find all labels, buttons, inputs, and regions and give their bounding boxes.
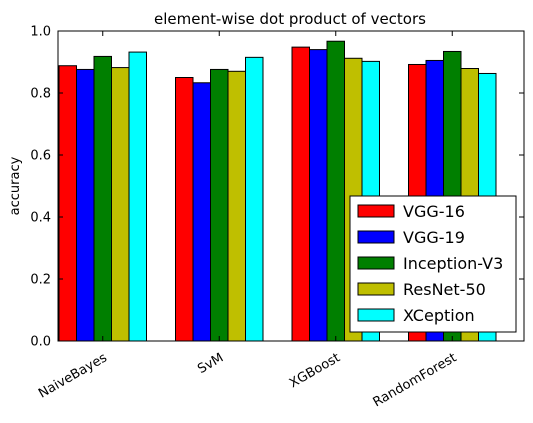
bars-layer — [58, 40, 497, 342]
bar-resnet-50-svm — [227, 70, 246, 342]
y-tick-label: 0.8 — [30, 87, 51, 102]
y-tick-label: 0.2 — [30, 273, 51, 288]
legend-label: XCeption — [403, 306, 475, 325]
legend-swatch — [357, 230, 395, 244]
legend: VGG-16 VGG-19 Inception-V3 ResNet-50 XCeptio… — [349, 195, 517, 333]
x-tick-label: NaiveBayes — [36, 350, 110, 401]
legend-label: Inception-V3 — [403, 254, 503, 273]
y-tick-label: 1.0 — [30, 25, 51, 40]
y-tick-label: 0.4 — [30, 211, 51, 226]
chart-title: element-wise dot product of vectors — [154, 10, 426, 28]
y-ticks-layer: 0.0 0.2 0.4 0.6 0.8 1.0 — [30, 25, 524, 350]
bar-vgg-19-naivebayes — [76, 68, 95, 342]
legend-swatch — [357, 256, 395, 270]
legend-swatch — [357, 282, 395, 296]
y-tick-label: 0.6 — [30, 149, 51, 164]
legend-swatch — [357, 204, 395, 218]
y-axis-label: accuracy — [8, 156, 23, 215]
x-tick-label: XGBoost — [287, 350, 343, 391]
bar-vgg-16-xgboost — [291, 46, 310, 342]
x-tick-label: RandomForest — [371, 350, 460, 410]
axes-layer — [57, 30, 525, 342]
legend-label: ResNet-50 — [403, 280, 486, 299]
bar-vgg-19-svm — [192, 82, 211, 342]
legend-swatch — [357, 308, 395, 322]
plot-frame — [57, 30, 525, 342]
legend-label: VGG-16 — [403, 202, 465, 221]
bar-vgg-16-svm — [175, 77, 194, 342]
x-tick-label: SvM — [195, 350, 226, 377]
bar-xception-svm — [245, 56, 264, 342]
bar-inception-v3-xgboost — [326, 40, 345, 342]
bar-xception-naivebayes — [128, 51, 147, 342]
y-tick-label: 0.0 — [30, 335, 51, 350]
bar-inception-v3-svm — [210, 68, 229, 342]
legend-label: VGG-19 — [403, 228, 465, 247]
bar-inception-v3-naivebayes — [93, 55, 112, 342]
bar-resnet-50-naivebayes — [111, 67, 130, 342]
bar-vgg-19-xgboost — [309, 49, 328, 342]
bar-vgg-16-naivebayes — [58, 65, 77, 342]
